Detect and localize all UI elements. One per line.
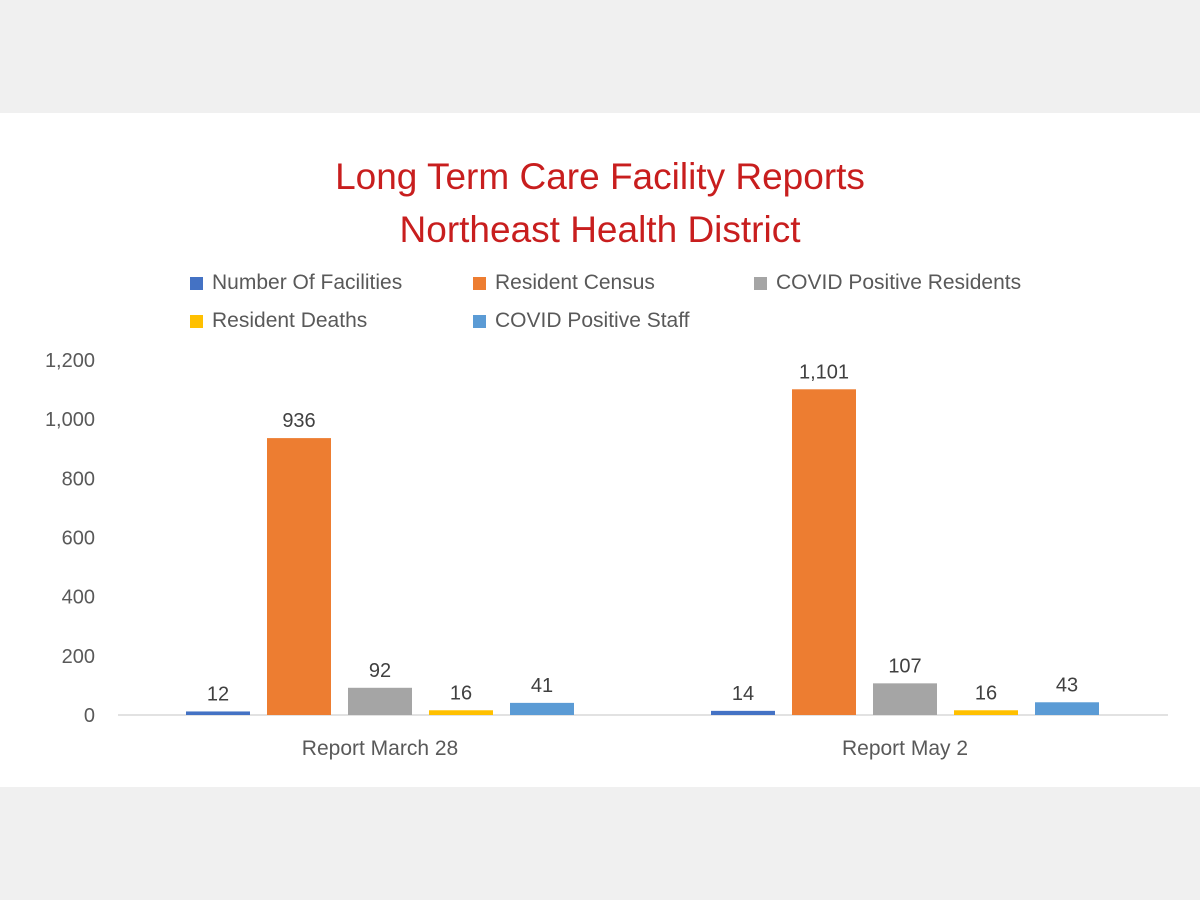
chart-background xyxy=(0,113,1200,787)
bar xyxy=(954,710,1018,715)
x-category-label: Report March 28 xyxy=(302,737,458,760)
y-tick-label: 400 xyxy=(62,587,95,609)
y-tick-label: 200 xyxy=(62,646,95,668)
data-label: 16 xyxy=(450,682,472,704)
bar xyxy=(267,438,331,715)
bar xyxy=(792,389,856,715)
x-category-label: Report May 2 xyxy=(842,737,968,760)
bar xyxy=(429,710,493,715)
data-label: 12 xyxy=(207,683,229,705)
y-tick-label: 800 xyxy=(62,468,95,490)
data-label: 1,101 xyxy=(799,361,849,383)
y-tick-label: 1,200 xyxy=(45,350,95,372)
bar xyxy=(186,711,250,715)
bar xyxy=(348,687,412,715)
chart-title-line-1: Long Term Care Facility Reports xyxy=(335,156,865,197)
bar xyxy=(510,702,574,715)
data-label: 16 xyxy=(975,682,997,704)
chart-title: Long Term Care Facility Reports Northeas… xyxy=(0,150,1200,256)
y-tick-label: 1,000 xyxy=(45,409,95,431)
bar xyxy=(711,710,775,715)
bar xyxy=(1035,702,1099,715)
chart-title-line-2: Northeast Health District xyxy=(399,209,801,250)
data-label: 936 xyxy=(282,410,315,432)
y-tick-label: 0 xyxy=(84,705,95,727)
y-tick-label: 600 xyxy=(62,528,95,550)
data-label: 92 xyxy=(369,660,391,682)
bar xyxy=(873,683,937,715)
data-label: 14 xyxy=(732,683,754,705)
data-label: 43 xyxy=(1056,674,1078,696)
data-label: 107 xyxy=(888,655,921,677)
data-label: 41 xyxy=(531,675,553,697)
